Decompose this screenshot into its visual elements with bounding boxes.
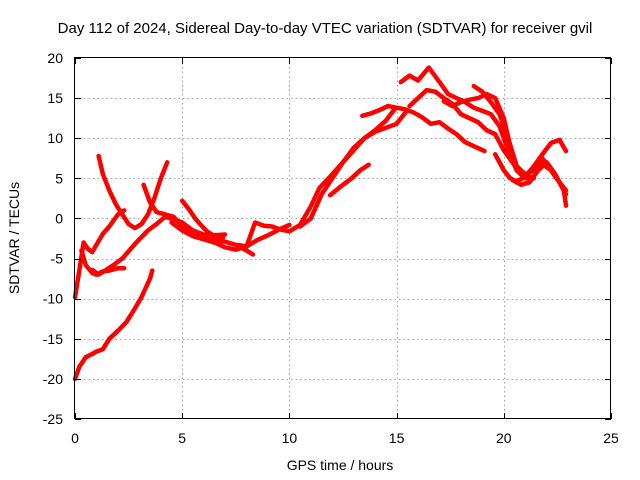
x-tick-label: 25	[603, 430, 619, 446]
y-tick-label: -15	[43, 331, 63, 347]
grid	[75, 58, 611, 419]
series-line-arc-7	[169, 220, 292, 252]
x-axis-label: GPS time / hours	[287, 457, 394, 473]
series-line-arc-10	[297, 107, 410, 229]
x-tick-label: 5	[178, 430, 186, 446]
y-tick-label: -10	[43, 291, 63, 307]
series-line-arc-9	[235, 107, 397, 249]
x-tick-label: 0	[71, 430, 79, 446]
x-tick-label: 15	[389, 430, 405, 446]
axis-ticks: 0 5 10 15 20 25 -25 -20 -15 -10 -5 0 5 10 15 20	[43, 50, 619, 446]
series-line-arc-1	[72, 268, 155, 382]
y-tick-label: 20	[47, 50, 63, 66]
series-line-arc-8	[179, 198, 226, 240]
series-line-arc-12	[360, 103, 487, 154]
y-tick-label: 15	[47, 90, 63, 106]
series-line-arc-19	[531, 137, 569, 169]
y-tick-label: 0	[55, 210, 63, 226]
y-tick-label: 5	[55, 170, 63, 186]
y-tick-label: -25	[43, 411, 63, 427]
series-line-arc-4	[96, 153, 170, 231]
series-group	[72, 65, 569, 382]
chart-title: Day 112 of 2024, Sidereal Day-to-day VTE…	[58, 20, 593, 37]
y-tick-label: -20	[43, 371, 63, 387]
y-tick-label: 10	[47, 130, 63, 146]
x-tick-label: 20	[496, 430, 512, 446]
series-line-arc-11	[327, 162, 371, 198]
y-tick-label: -5	[51, 251, 64, 267]
x-tick-label: 10	[282, 430, 298, 446]
series-line-arc-18	[510, 160, 569, 208]
plot-frame	[74, 57, 611, 419]
y-axis-label: SDTVAR / TECUs	[6, 182, 22, 294]
